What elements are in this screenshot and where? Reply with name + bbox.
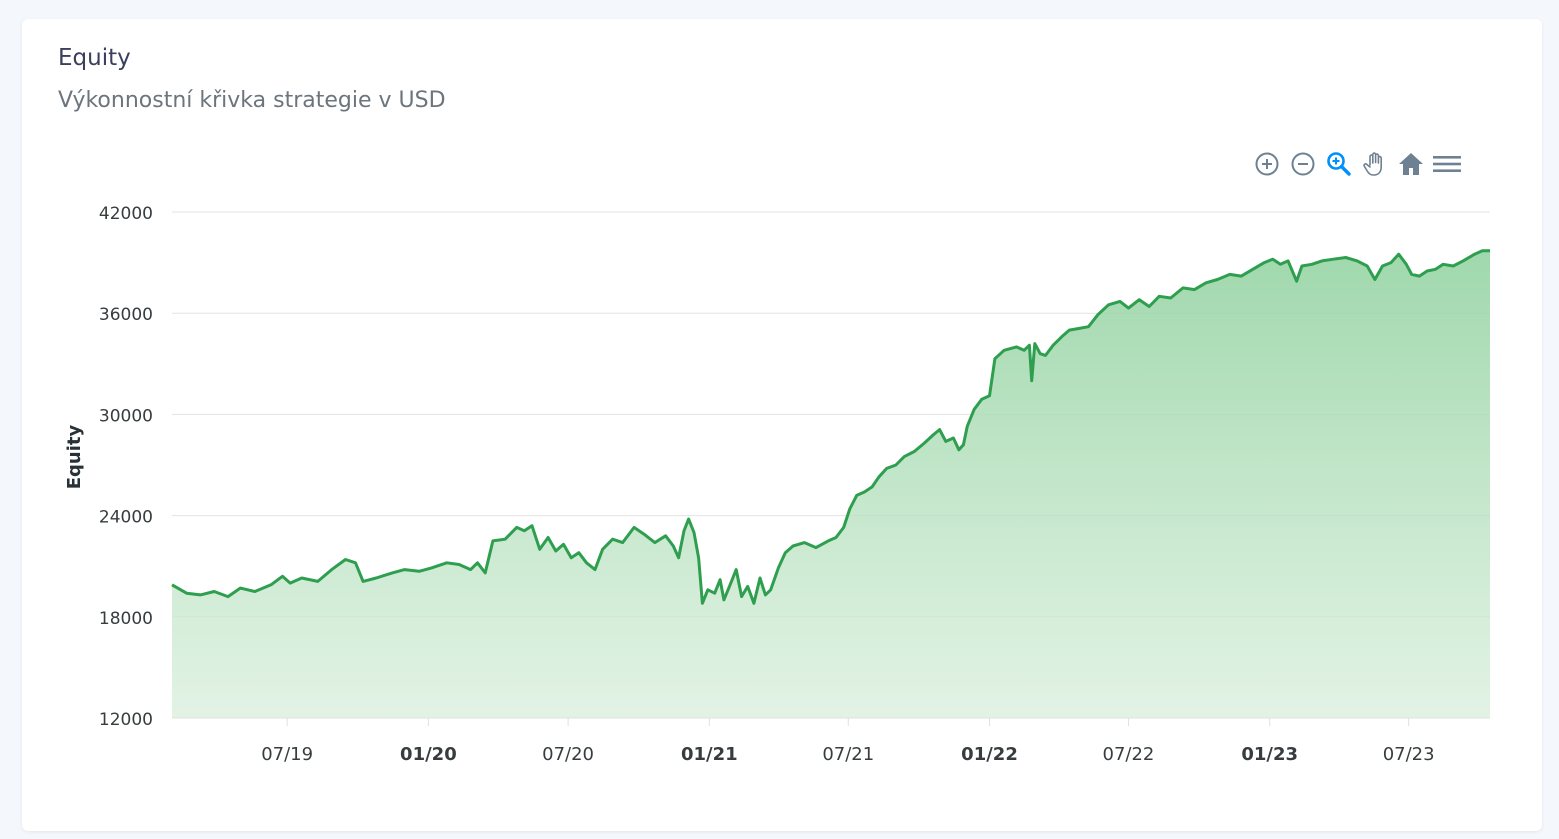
reset-zoom-button[interactable] <box>1396 150 1426 178</box>
zoom-in-icon <box>1255 152 1279 176</box>
y-tick-label: 18000 <box>99 609 153 629</box>
y-tick-label: 42000 <box>99 204 153 224</box>
x-tick-label: 07/20 <box>542 744 594 765</box>
x-tick-label: 01/22 <box>961 744 1018 765</box>
card-title: Equity <box>58 45 131 71</box>
pan-button[interactable] <box>1360 150 1390 178</box>
y-tick-label: 30000 <box>99 406 153 426</box>
pan-hand-icon <box>1363 152 1382 176</box>
selection-zoom-icon <box>1327 152 1351 176</box>
chart-toolbar <box>1252 150 1462 178</box>
x-tick-label: 07/19 <box>261 744 313 765</box>
y-tick-label: 12000 <box>99 710 153 730</box>
x-tick-label: 07/22 <box>1103 744 1155 765</box>
y-axis-title: Equity <box>64 424 85 489</box>
home-reset-icon <box>1399 153 1423 175</box>
x-axis-ticks: 07/19 01/20 07/20 01/21 07/21 01/22 07/22 01/23… <box>261 718 1435 765</box>
chart-menu-button[interactable] <box>1432 150 1462 178</box>
menu-icon <box>1433 156 1461 172</box>
equity-area-fill <box>172 250 1490 719</box>
selection-zoom-button[interactable] <box>1324 150 1354 178</box>
x-tick-label: 07/23 <box>1383 744 1435 765</box>
zoom-in-button[interactable] <box>1252 150 1282 178</box>
zoom-out-icon <box>1291 152 1315 176</box>
card-subtitle: Výkonnostní křivka strategie v USD <box>58 88 446 113</box>
y-tick-label: 36000 <box>99 305 153 325</box>
zoom-out-button[interactable] <box>1288 150 1318 178</box>
x-tick-label: 01/23 <box>1241 744 1298 765</box>
x-tick-label: 07/21 <box>822 744 874 765</box>
x-tick-label: 01/20 <box>400 744 457 765</box>
x-tick-label: 01/21 <box>681 744 738 765</box>
y-tick-label: 24000 <box>99 508 153 528</box>
equity-series-line <box>171 249 1490 605</box>
y-axis-ticks: 42000 36000 30000 24000 18000 12000 <box>99 204 153 730</box>
